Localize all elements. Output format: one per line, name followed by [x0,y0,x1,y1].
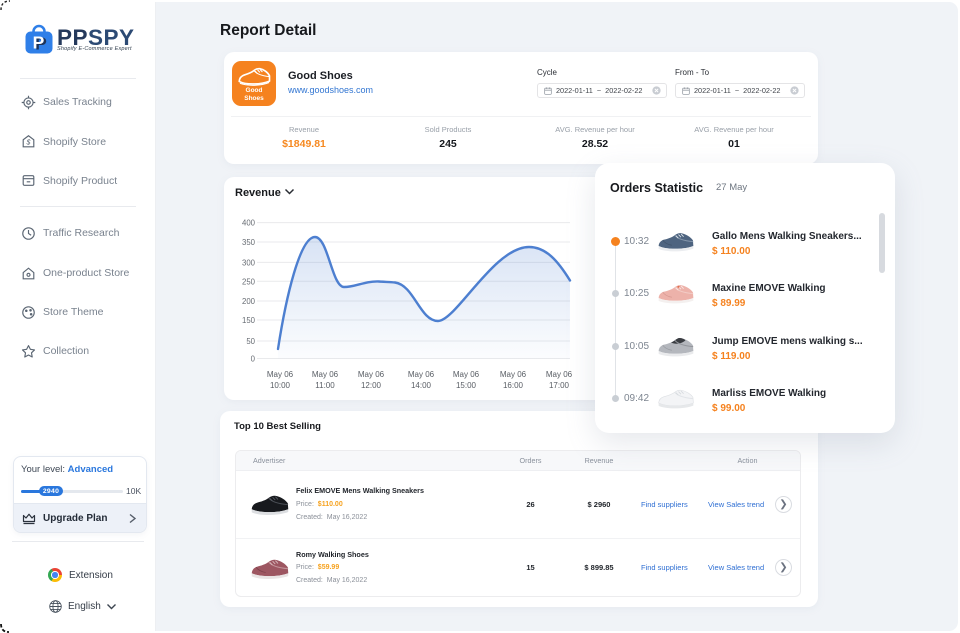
svg-text:P: P [33,33,45,53]
svg-text:$: $ [26,140,32,147]
svg-text:16:00: 16:00 [503,381,524,390]
svg-text:May 06: May 06 [500,370,527,379]
svg-text:May 06: May 06 [358,370,385,379]
svg-text:0: 0 [251,355,256,364]
svg-text:May 06: May 06 [408,370,435,379]
svg-text:P: P [35,34,47,54]
svg-text:350: 350 [242,238,256,247]
svg-text:May 06: May 06 [546,370,573,379]
svg-text:300: 300 [242,258,256,267]
svg-text:200: 200 [242,297,256,306]
svg-text:May 06: May 06 [312,370,339,379]
svg-text:400: 400 [242,219,256,228]
svg-text:17:00: 17:00 [549,381,570,390]
svg-text:May 06: May 06 [453,370,480,379]
svg-text:14:00: 14:00 [411,381,432,390]
svg-text:10:00: 10:00 [270,381,291,390]
svg-text:May 06: May 06 [267,370,294,379]
svg-text:50: 50 [246,337,255,346]
svg-text:250: 250 [242,277,256,286]
svg-text:15:00: 15:00 [456,381,477,390]
svg-text:11:00: 11:00 [315,381,335,390]
svg-text:150: 150 [242,316,256,325]
svg-text:12:00: 12:00 [361,381,382,390]
